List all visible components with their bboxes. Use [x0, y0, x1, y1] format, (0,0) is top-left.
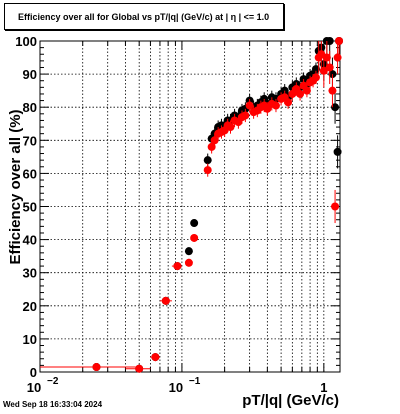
data-point: [203, 156, 212, 165]
data-point: [325, 63, 334, 72]
data-point: [296, 89, 305, 98]
y-axis-title: Efficiency over all (%): [7, 109, 24, 264]
y-tick-label: 80: [23, 100, 37, 115]
chart-title: Efficiency over all for Global vs pT/|q|…: [18, 12, 270, 22]
data-point: [328, 86, 337, 95]
data-point: [311, 65, 320, 74]
data-point: [245, 101, 254, 110]
data-point: [319, 66, 328, 75]
grid: [40, 41, 340, 372]
data-point: [210, 136, 219, 145]
y-tick-label: 10: [23, 332, 37, 347]
y-tick-label: 40: [23, 233, 37, 248]
y-tick-label: 50: [23, 200, 37, 215]
data-point: [331, 202, 340, 211]
x-tick-label: 10: [27, 380, 41, 395]
data-point: [322, 53, 331, 62]
data-point: [207, 142, 216, 151]
data-point: [311, 73, 320, 82]
data-point: [333, 147, 342, 156]
y-tick-label: 70: [23, 133, 37, 148]
y-tick-label: 0: [30, 365, 37, 380]
y-tick-label: 90: [23, 67, 37, 82]
data-point: [271, 101, 280, 110]
chart-title-box: Efficiency over all for Global vs pT/|q|…: [4, 3, 284, 30]
data-point: [325, 37, 334, 45]
x-tick-label: 1: [320, 380, 327, 395]
data-point: [226, 123, 235, 132]
y-tick-label: 20: [23, 299, 37, 314]
x-tick-label-exponent: −1: [189, 376, 201, 387]
x-tick-label: 10: [169, 380, 183, 395]
data-point: [331, 103, 340, 112]
data-point: [203, 166, 212, 175]
x-axis-title: pT/|q| (GeV/c): [242, 392, 339, 409]
timestamp: Wed Sep 18 16:33:04 2024: [3, 400, 103, 409]
data-point: [184, 258, 193, 267]
data-point: [284, 98, 293, 107]
data-point: [335, 37, 344, 45]
data-point: [184, 247, 193, 256]
y-tick-label: 60: [23, 166, 37, 181]
data-point: [302, 86, 311, 95]
data-point: [190, 219, 199, 228]
data-point: [333, 53, 342, 62]
series-1: [92, 37, 344, 373]
data-series: [40, 37, 344, 373]
x-tick-label-exponent: −2: [47, 376, 59, 387]
data-point: [190, 233, 199, 242]
y-tick-label: 100: [15, 34, 37, 49]
data-point: [241, 111, 250, 120]
y-tick-label: 30: [23, 266, 37, 281]
